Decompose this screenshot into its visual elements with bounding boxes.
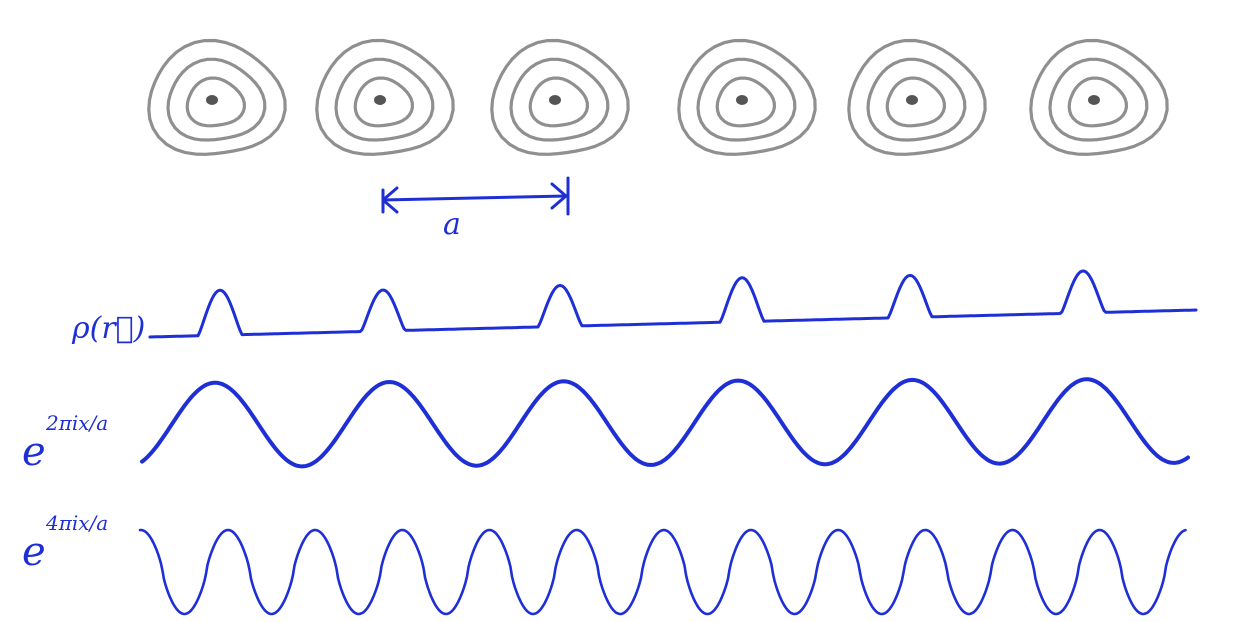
atom-shell bbox=[334, 57, 435, 142]
wave1-base: e bbox=[22, 429, 46, 475]
atom-shell bbox=[696, 57, 797, 142]
atom-shell bbox=[677, 38, 817, 156]
wave2-label: e 4πix/a bbox=[22, 511, 108, 575]
wave2-exponent: 4πix/a bbox=[45, 511, 108, 535]
atom-shell bbox=[847, 38, 987, 156]
density-label: ρ(r⃗) bbox=[71, 311, 145, 346]
atom bbox=[677, 38, 817, 156]
atom-shell bbox=[885, 76, 946, 128]
wave1-curve bbox=[140, 377, 1190, 469]
atom-shell bbox=[166, 57, 267, 142]
density-curve bbox=[148, 269, 1198, 339]
atom bbox=[847, 38, 987, 156]
atom-shell bbox=[490, 38, 630, 156]
atom-shell bbox=[1029, 38, 1169, 156]
atom-nucleus bbox=[736, 95, 748, 105]
spacing-arrow bbox=[381, 176, 570, 216]
atom-shell bbox=[715, 76, 776, 128]
wave1-label: e 2πix/a bbox=[22, 411, 108, 475]
atom-nucleus bbox=[549, 95, 561, 105]
atom-shell bbox=[315, 38, 455, 156]
atom-shell bbox=[509, 57, 610, 142]
atom-shell bbox=[1048, 57, 1149, 142]
atom-shell bbox=[866, 57, 967, 142]
atom-shell bbox=[528, 76, 589, 128]
atom-nucleus bbox=[374, 95, 386, 105]
atom-nucleus bbox=[906, 95, 918, 105]
atom-shell bbox=[185, 76, 246, 128]
atom bbox=[1029, 38, 1169, 156]
atom-nucleus bbox=[206, 95, 218, 105]
atom-nucleus bbox=[1088, 95, 1100, 105]
atom bbox=[147, 38, 287, 156]
atom bbox=[315, 38, 455, 156]
atom-shell bbox=[353, 76, 414, 128]
atom-shell bbox=[147, 38, 287, 156]
wave1-exponent: 2πix/a bbox=[45, 411, 108, 435]
wave2-curve bbox=[138, 528, 1187, 616]
atom-row bbox=[147, 38, 1169, 156]
atom-shell bbox=[1067, 76, 1128, 128]
spacing-label: a bbox=[443, 207, 461, 242]
wave2-base: e bbox=[22, 529, 46, 575]
atom bbox=[490, 38, 630, 156]
